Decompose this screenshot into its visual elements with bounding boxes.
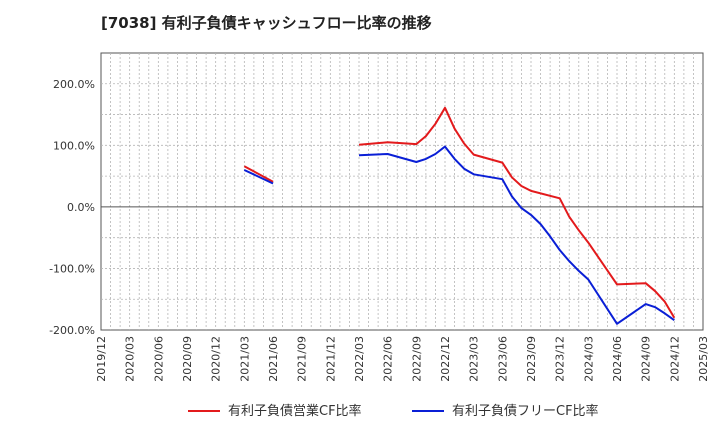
x-tick-label: 2021/03 [238, 336, 251, 382]
x-tick-label: 2022/12 [439, 336, 452, 382]
series-line-1 [358, 106, 676, 319]
x-tick-label: 2024/12 [668, 336, 681, 382]
legend-label-1: 有利子負債営業CF比率 [228, 403, 362, 419]
y-tick-label: 200.0% [53, 78, 95, 91]
x-tick-label: 2023/06 [496, 336, 509, 382]
y-tick-label: -100.0% [49, 262, 95, 275]
x-tick-label: 2024/06 [611, 336, 624, 382]
series-line-2 [243, 169, 274, 185]
x-tick-label: 2022/03 [353, 336, 366, 382]
x-tick-label: 2021/09 [296, 336, 309, 382]
x-tick-label: 2022/09 [410, 336, 423, 382]
x-tick-label: 2022/06 [382, 336, 395, 382]
chart-title: [7038] 有利子負債キャッシュフロー比率の推移 [101, 14, 432, 32]
series-line-2 [358, 145, 675, 325]
x-tick-label: 2023/12 [554, 336, 567, 382]
x-tick-label: 2023/03 [468, 336, 481, 382]
x-tick-label: 2019/12 [95, 336, 108, 382]
x-tick-label: 2024/09 [640, 336, 653, 382]
x-tick-label: 2020/12 [210, 336, 223, 382]
x-tick-label: 2024/03 [582, 336, 595, 382]
x-tick-label: 2021/12 [324, 336, 337, 382]
x-tick-label: 2023/09 [525, 336, 538, 382]
series-line-1 [243, 165, 274, 183]
x-tick-label: 2020/09 [181, 336, 194, 382]
legend-label-2: 有利子負債フリーCF比率 [452, 403, 599, 419]
x-tick-label: 2021/06 [267, 336, 280, 382]
x-tick-label: 2020/03 [124, 336, 137, 382]
y-tick-label: 100.0% [53, 139, 95, 152]
x-tick-label: 2020/06 [152, 336, 165, 382]
y-tick-label: 0.0% [67, 201, 95, 214]
x-tick-label: 2025/03 [697, 336, 710, 382]
plot-area [100, 52, 704, 331]
y-tick-label: -200.0% [49, 324, 95, 337]
